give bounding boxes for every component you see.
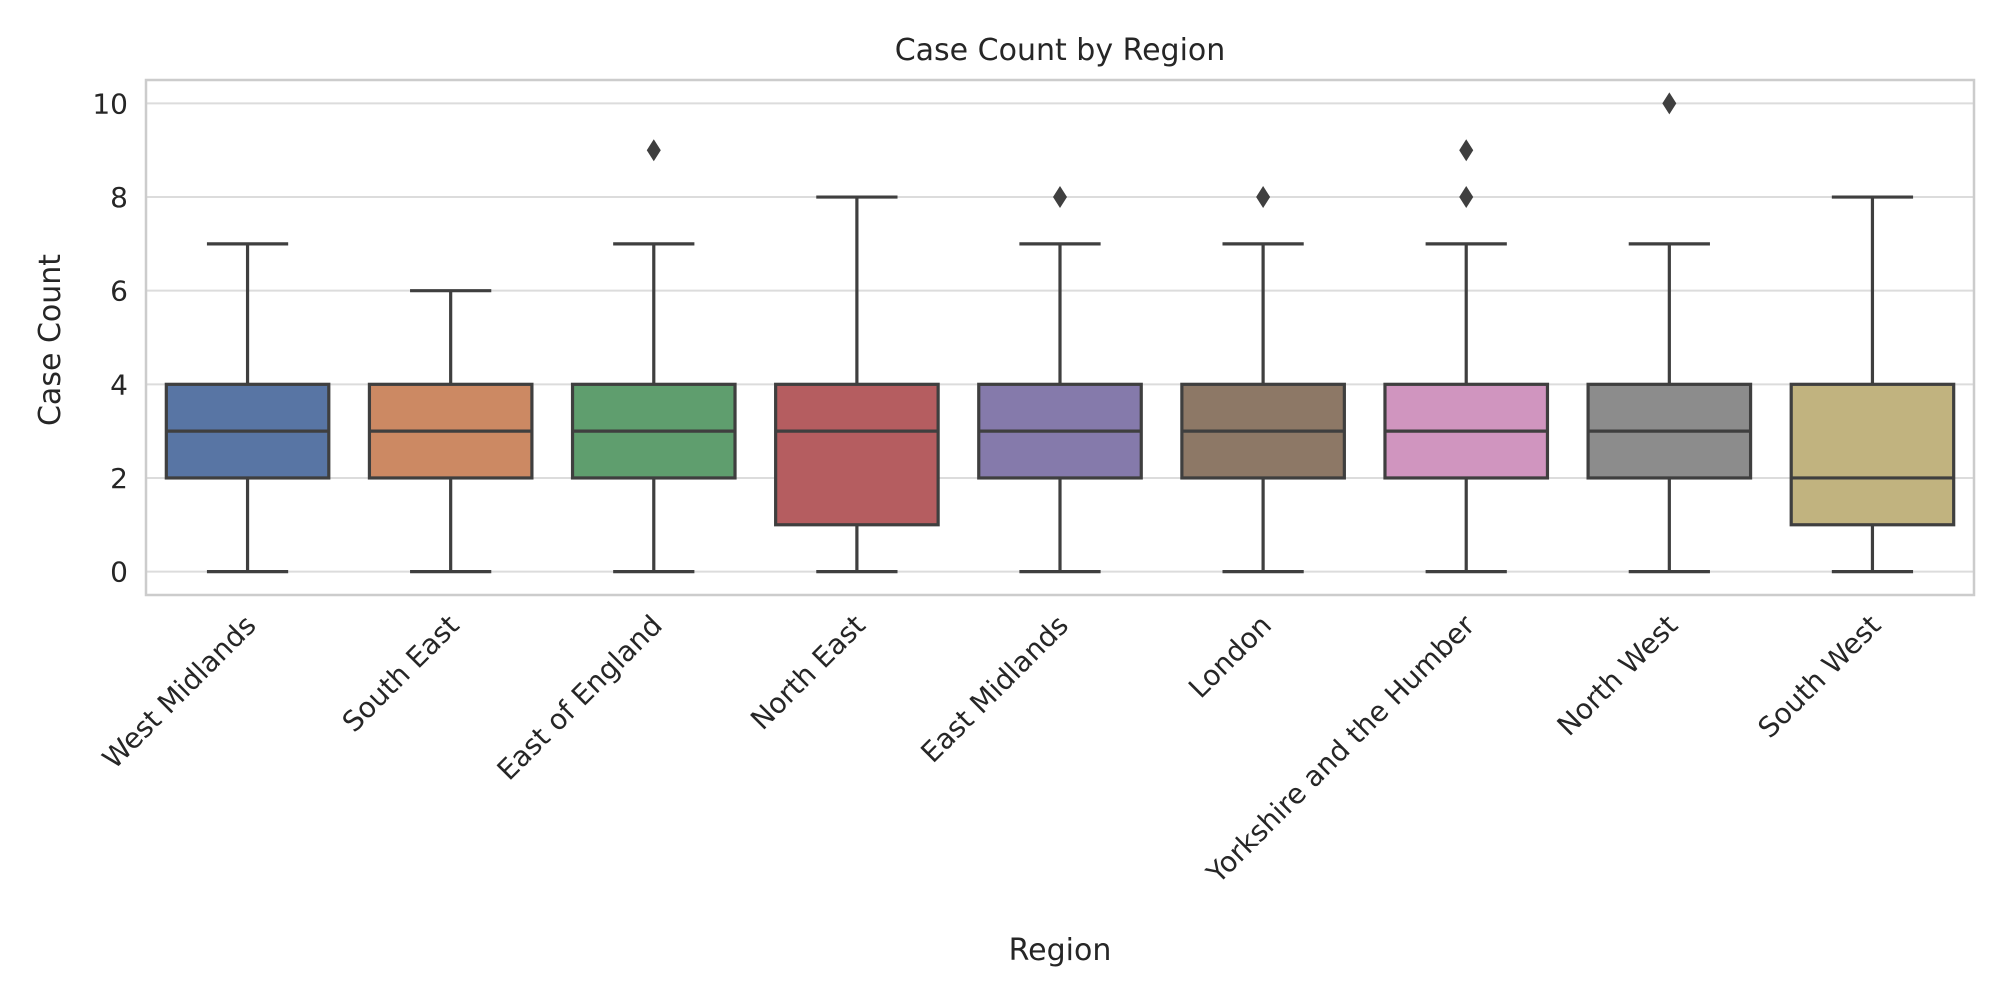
outlier-point <box>1459 139 1474 162</box>
plot-frame <box>144 78 1976 597</box>
y-tick-label: 2 <box>110 462 128 495</box>
chart-title: Case Count by Region <box>895 33 1226 68</box>
y-axis-label: Case Count <box>33 254 68 426</box>
y-tick-label: 10 <box>92 87 128 120</box>
y-tick-label: 8 <box>110 181 128 214</box>
y-tick-label: 6 <box>110 275 128 308</box>
outlier-point <box>1459 186 1474 209</box>
outlier-point <box>1256 186 1271 209</box>
box-iqr <box>774 382 940 527</box>
x-axis-label: Region <box>1009 933 1112 968</box>
outlier-point <box>646 139 661 162</box>
y-tick-label: 4 <box>110 368 128 401</box>
y-tick-label: 0 <box>110 556 128 589</box>
outlier-point <box>1053 186 1067 209</box>
box-iqr <box>1789 382 1956 527</box>
outlier-point <box>1662 92 1677 115</box>
